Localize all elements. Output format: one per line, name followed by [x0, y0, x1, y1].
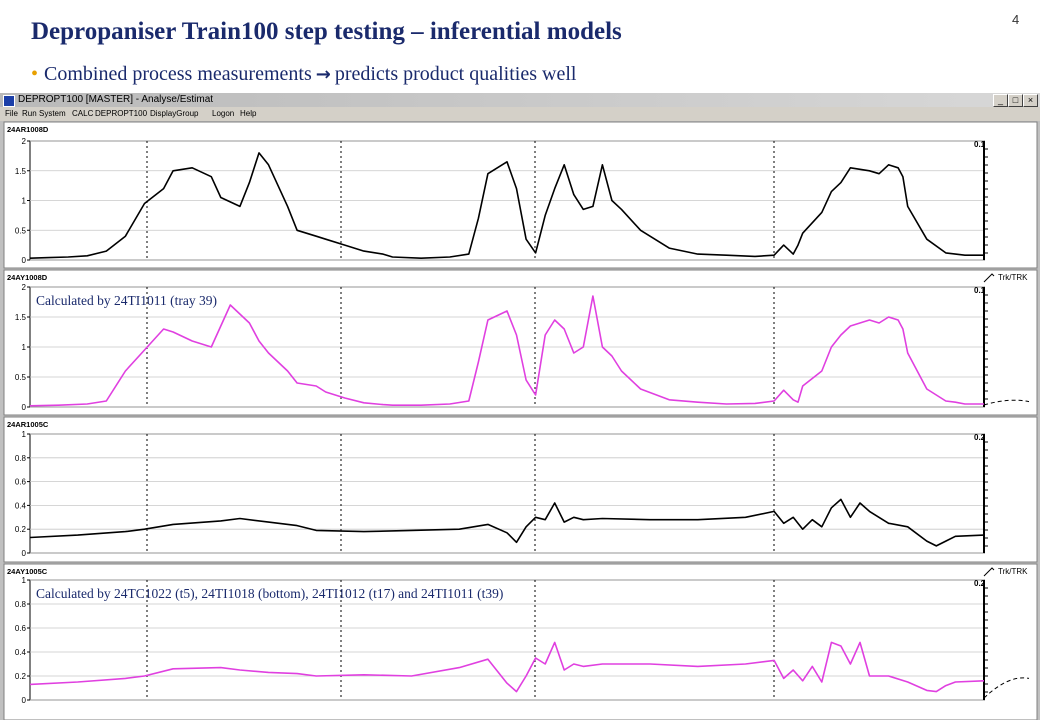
right-arrow-icon: → [315, 64, 331, 85]
menu-calc[interactable]: CALC [72, 109, 94, 118]
y-tick-label: 2 [22, 283, 27, 292]
projection-line [983, 677, 1030, 699]
menu-logon[interactable]: Logon [212, 109, 235, 118]
window-title: DEPROPT100 [MASTER] - Analyse/Estimat [18, 94, 214, 105]
y-tick-label: 1 [22, 430, 27, 439]
slide-bullet: • Combined process measurements → predicts … [31, 63, 576, 86]
series-line [29, 295, 984, 407]
panel-background [3, 416, 1038, 563]
y-tick-label: 0.2 [15, 672, 27, 681]
y-tick-label: 0.2 [15, 525, 27, 534]
series-line [29, 641, 985, 693]
bullet-text-pre: Combined process measurements [44, 63, 312, 85]
maximize-button[interactable]: □ [1008, 94, 1023, 107]
menu-help[interactable]: Help [240, 109, 257, 118]
y-tick-label: 0 [22, 256, 27, 265]
cursor-value: 0.1 [974, 140, 986, 149]
y-tick-label: 0 [22, 549, 27, 558]
chart-panel-4: 24AY1005C 0 0.2 0.4 0.6 0.8 1 0.2 Trk/TRK Calcula… [3, 563, 1038, 720]
panel-background [3, 269, 1038, 416]
series-line [29, 498, 985, 547]
y-tick-label: 0.5 [15, 226, 27, 235]
menu-system[interactable]: System [39, 109, 66, 118]
cursor-value: 0.2 [974, 579, 986, 588]
trk-label: Trk/TRK [998, 567, 1028, 576]
y-tick-label: 0.8 [15, 454, 27, 463]
close-button[interactable]: × [1023, 94, 1038, 107]
y-tick-label: 1.5 [15, 167, 27, 176]
y-tick-label: 0.5 [15, 373, 27, 382]
minimize-button[interactable]: _ [993, 94, 1008, 107]
cursor-value: 0.2 [974, 433, 986, 442]
app-icon [3, 95, 15, 107]
calc-annotation: Calculated by 24TC1022 (t5), 24TI1018 (b… [36, 586, 503, 601]
pen-icon [983, 567, 995, 577]
menu-displaygroup[interactable]: DisplayGroup [150, 109, 199, 118]
projection-line [983, 399, 1030, 406]
panel-title: 24AR1008D [7, 125, 49, 134]
y-tick-label: 0.6 [15, 478, 27, 487]
panel-background [3, 563, 1038, 720]
menu-bar: File Run System CALC DEPROPT100 DisplayG… [0, 107, 1040, 121]
y-tick-label: 0.4 [15, 501, 27, 510]
menu-depropt100[interactable]: DEPROPT100 [95, 109, 148, 118]
menu-file[interactable]: File [5, 109, 18, 118]
cursor-value: 0.1 [974, 286, 986, 295]
bullet-text-post: predicts product qualities well [334, 63, 577, 85]
y-tick-label: 0.6 [15, 624, 27, 633]
slide-title: Depropaniser Train100 step testing – inf… [31, 18, 622, 45]
menu-run[interactable]: Run [22, 109, 37, 118]
y-tick-label: 1 [22, 576, 27, 585]
bullet-dot: • [31, 63, 39, 85]
chart-panel-1: 24AR1008D 0 0.5 1 1.5 2 0.1 [3, 121, 1038, 269]
y-tick-label: 1 [22, 197, 27, 206]
window-titlebar[interactable]: DEPROPT100 [MASTER] - Analyse/Estimat _ … [0, 93, 1040, 107]
y-tick-label: 0 [22, 403, 27, 412]
series-line [29, 152, 984, 260]
y-tick-label: 0.8 [15, 600, 27, 609]
y-tick-label: 2 [22, 137, 27, 146]
trk-label: Trk/TRK [998, 273, 1028, 282]
y-tick-label: 0 [22, 696, 27, 705]
y-tick-label: 1.5 [15, 313, 27, 322]
panel-title: 24AY1005C [7, 567, 48, 576]
y-tick-label: 1 [22, 343, 27, 352]
chart-panel-2: 24AY1008D 0 0.5 1 1.5 2 0.1 Trk/TRK Calculated b… [3, 269, 1038, 416]
page-number: 4 [1012, 12, 1020, 27]
panel-background [3, 121, 1038, 269]
pen-icon [983, 273, 995, 283]
chart-panel-3: 24AR1005C 0 0.2 0.4 0.6 0.8 1 0.2 [3, 416, 1038, 563]
panel-title: 24AR1005C [7, 420, 49, 429]
y-tick-label: 0.4 [15, 648, 27, 657]
calc-annotation: Calculated by 24TI1011 (tray 39) [36, 293, 217, 308]
panel-title: 24AY1008D [7, 273, 48, 282]
